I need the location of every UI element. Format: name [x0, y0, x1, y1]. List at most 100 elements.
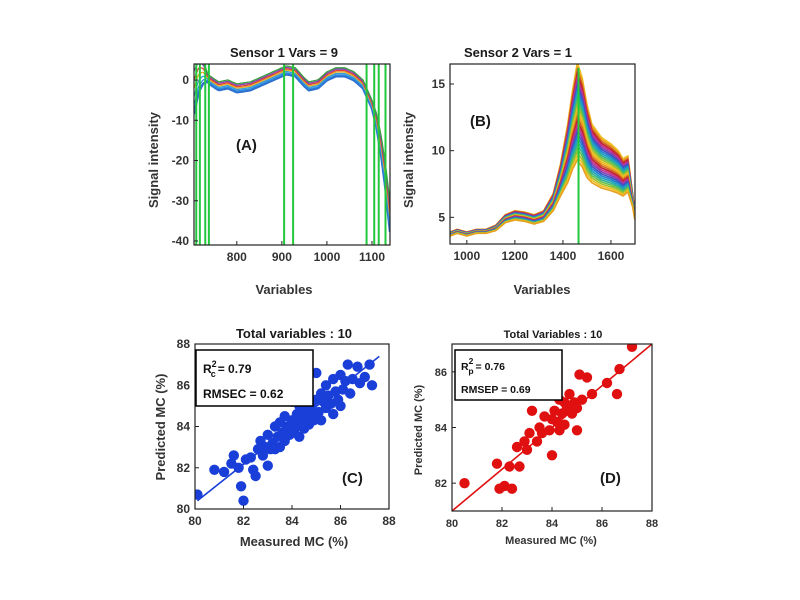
panel-c-data-point — [195, 489, 203, 500]
panel-d: Total Variables : 10 80 82 84 86 88 82 84 86 R2… — [413, 329, 658, 547]
panel-d-data-point — [576, 394, 588, 405]
panel-c-label: (C) — [342, 470, 363, 487]
panel-b-axes-frame — [449, 63, 636, 245]
panel-d-title: Total Variables : 10 — [504, 329, 603, 341]
panel-d-data-point — [531, 436, 543, 447]
panel-d-data-point — [564, 388, 575, 400]
panel-d-data-point — [559, 419, 570, 430]
panel-a-y-tick-label: -10 — [172, 113, 190, 127]
panel-c: Total variables : 10 80 82 84 86 88808284868… — [153, 326, 396, 549]
panel-c-data-point — [366, 380, 378, 391]
panel-a-y-tick-label: 0 — [182, 73, 189, 87]
panel-d-r2-value: = 0.76 — [476, 361, 506, 373]
panel-b-label: (B) — [470, 113, 491, 130]
panel-d-x-axis-label: Measured MC (%) — [505, 535, 597, 547]
panel-c-r2-sub: c — [211, 369, 216, 379]
panel-d-data-point — [586, 388, 598, 400]
panel-b-y-tick-label: 15 — [432, 77, 446, 91]
panel-c-data-point — [359, 371, 370, 383]
panel-d-data-point — [491, 458, 503, 469]
panel-d-y-tick-label: 84 — [435, 423, 448, 435]
panel-d-x-tick-label: 84 — [546, 518, 559, 530]
panel-c-y-tick-label: 88 — [177, 337, 191, 351]
panel-d-data-point — [614, 363, 625, 375]
panel-c-y-tick-label: 80 — [177, 502, 191, 516]
panel-b-y-axis-label: Signal intensity — [401, 111, 416, 208]
panel-a-x-tick-label: 900 — [272, 250, 292, 264]
panel-d-data-point — [601, 377, 613, 389]
panel-d-x-tick-label: 88 — [646, 518, 658, 530]
panel-c-data-point — [228, 450, 239, 461]
panel-c-y-axis-label: Predicted MC (%) — [153, 374, 168, 481]
panel-c-x-axis-label: Measured MC (%) — [240, 534, 348, 549]
panel-b-x-tick-label: 1200 — [502, 249, 529, 263]
panel-c-data-point — [262, 429, 273, 440]
panel-d-r2: R2 p = 0.76 — [461, 356, 505, 376]
panel-c-x-tick-label: 82 — [237, 514, 251, 528]
panel-d-r2-sub: p — [468, 366, 473, 376]
panel-d-data-point — [511, 441, 523, 453]
panel-b-x-tick-label: 1000 — [453, 249, 480, 263]
panel-a-y-tick-label: -30 — [172, 194, 190, 208]
panel-c-data-point — [352, 361, 363, 372]
panel-b-x-tick-label: 1600 — [598, 249, 625, 263]
panel-a-x-tick-label: 800 — [227, 250, 247, 264]
panel-d-y-axis-label: Predicted MC (%) — [413, 384, 425, 475]
panel-d-x-tick-label: 86 — [596, 518, 608, 530]
panel-a-x-axis-label: Variables — [255, 282, 312, 297]
panel-d-x-tick-label: 82 — [496, 518, 508, 530]
panel-b-spectrum-line — [450, 158, 635, 237]
panel-c-r2: R2 c = 0.79 — [203, 359, 252, 379]
panel-d-data-point — [544, 425, 555, 436]
panel-c-x-tick-label: 84 — [285, 514, 299, 528]
panel-c-x-tick-label: 88 — [382, 514, 396, 528]
panel-d-r2-base: R — [461, 361, 469, 373]
panel-b-plot-area: 1000 1200 1400 1600 5 10 15 — [432, 63, 636, 263]
panel-c-stats-box: R2 c = 0.79 RMSEC = 0.62 — [195, 349, 314, 407]
panel-c-r2-sup: 2 — [212, 359, 217, 369]
panel-c-data-point — [308, 415, 319, 426]
panel-a-y-tick-label: -40 — [172, 234, 190, 248]
panel-d-r2-sup: 2 — [469, 356, 474, 366]
panel-d-data-point — [546, 450, 558, 461]
panel-a: Sensor 1 Vars = 9 800 900 1000 1100 0 -10 -20 -… — [146, 45, 391, 297]
panel-d-data-point — [524, 427, 535, 439]
panel-c-data-point — [238, 495, 249, 506]
panel-d-data-point — [571, 402, 583, 414]
panel-c-y-tick-label: 84 — [177, 420, 191, 434]
panel-a-plot-area: 800 900 1000 1100 0 -10 -20 -30 -40 — [172, 63, 391, 264]
panel-d-stats-frame — [454, 349, 563, 401]
panel-d-data-point — [626, 344, 638, 352]
panel-c-data-point — [364, 359, 375, 370]
panel-a-y-tick-label: -20 — [172, 154, 190, 168]
panel-a-spectrum-line — [203, 64, 390, 202]
panel-a-spectrum-line — [194, 64, 390, 207]
panel-d-data-point — [526, 405, 538, 416]
panel-d-y-tick-label: 86 — [435, 367, 447, 379]
panel-a-label: (A) — [236, 137, 257, 154]
panel-c-data-point — [342, 359, 353, 370]
panel-d-data-point — [581, 372, 593, 383]
panel-a-y-axis-label: Signal intensity — [146, 111, 161, 208]
panel-d-label: (D) — [600, 470, 621, 487]
panel-c-data-point — [315, 415, 327, 426]
panel-c-data-point — [233, 462, 244, 473]
panel-a-axes-frame — [193, 63, 391, 246]
panel-c-data-point — [250, 470, 261, 482]
panel-d-stats-box: R2 p = 0.76 RMSEP = 0.69 — [454, 349, 563, 401]
panel-c-data-point — [262, 460, 273, 471]
panel-c-data-point — [257, 450, 269, 461]
panel-c-data-point — [294, 431, 305, 442]
panel-c-y-tick-label: 82 — [177, 461, 191, 475]
panel-d-data-point — [459, 478, 470, 489]
panel-c-data-point — [335, 400, 346, 412]
panel-b-y-tick-label: 5 — [438, 210, 445, 224]
panel-c-r2-value: = 0.79 — [218, 362, 252, 376]
panel-d-data-point — [521, 444, 533, 455]
panel-a-spectrum-line — [194, 67, 390, 212]
panel-c-data-point — [320, 380, 332, 391]
panel-d-data-point — [571, 425, 583, 436]
panel-c-data-point — [245, 452, 256, 463]
panel-c-stats-frame — [195, 349, 314, 407]
panel-a-spectrum-line — [194, 72, 390, 227]
